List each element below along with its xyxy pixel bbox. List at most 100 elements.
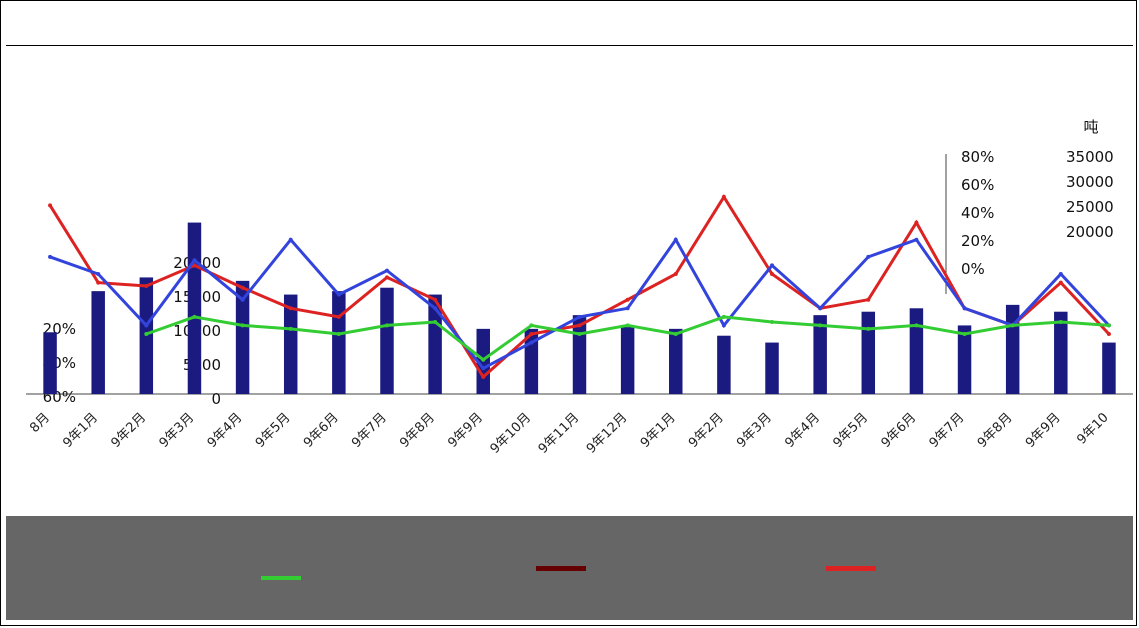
bar <box>813 315 827 394</box>
series-point <box>481 357 486 362</box>
series-point <box>192 263 197 268</box>
right-pct-tick-label: 60% <box>961 176 994 194</box>
series-point <box>914 220 919 225</box>
series-point <box>433 320 438 324</box>
right-pct-tick-label: 40% <box>961 204 994 222</box>
series-point <box>240 297 245 302</box>
series-point <box>866 254 871 259</box>
legend-swatch-green <box>261 576 301 580</box>
series-point <box>818 306 823 311</box>
bar <box>187 222 202 394</box>
bar <box>91 291 105 394</box>
series-point <box>577 332 582 336</box>
right-pct-tick-label: 20% <box>961 232 994 250</box>
series-point <box>529 340 534 345</box>
bar <box>861 311 876 394</box>
series-point <box>384 275 389 280</box>
series-point <box>1058 320 1063 324</box>
series-point <box>529 323 534 328</box>
series-point <box>1058 280 1063 285</box>
series-point <box>721 323 726 328</box>
header-bar <box>6 4 1133 46</box>
bar <box>909 308 924 394</box>
series-point <box>770 263 775 268</box>
series-point <box>818 323 823 328</box>
series-point <box>96 272 101 276</box>
series-point <box>240 285 245 290</box>
series-point <box>288 237 293 242</box>
left-value-tick-label: 0 <box>211 390 221 408</box>
right-value-ticks: 35000 30000 25000 20000 <box>1066 148 1114 241</box>
series-point <box>48 203 53 208</box>
series-point <box>1106 323 1111 328</box>
series-point <box>481 374 486 379</box>
series-point <box>433 297 438 302</box>
series-point <box>577 323 582 328</box>
series-point <box>673 332 678 336</box>
series-point <box>673 237 678 242</box>
right-value-tick-label: 25000 <box>1066 198 1114 216</box>
bar <box>428 294 442 394</box>
bar <box>1102 342 1116 394</box>
chart: 吨 80% 60% 40% 20% 0% 35000 30000 25000 20000 20… <box>6 46 1133 620</box>
bar <box>957 325 972 394</box>
right-value-tick-label: 35000 <box>1066 148 1114 166</box>
series-point <box>673 272 678 276</box>
bar <box>283 294 298 394</box>
series-point <box>770 320 775 324</box>
right-value-tick-label: 30000 <box>1066 173 1114 191</box>
bar <box>235 280 250 394</box>
series-point <box>625 323 630 328</box>
legend-band <box>6 516 1133 620</box>
series-point <box>914 237 919 242</box>
bar <box>765 342 779 394</box>
series-point <box>625 297 630 302</box>
bars-layer <box>43 222 1116 394</box>
right-pct-ticks: 80% 60% 40% 20% 0% <box>961 148 994 278</box>
series-point <box>288 306 293 311</box>
legend-swatch-red <box>826 566 876 571</box>
bar <box>1054 311 1068 394</box>
bar <box>43 332 57 394</box>
series-point <box>962 306 967 311</box>
bar <box>620 325 635 394</box>
series-point <box>48 254 53 259</box>
series-point <box>144 284 149 288</box>
series-point <box>96 280 101 285</box>
series-point <box>962 332 967 336</box>
bar <box>717 335 731 394</box>
series-point <box>721 194 726 199</box>
series-point <box>336 314 341 319</box>
series-point <box>144 332 149 336</box>
series-point <box>336 292 341 297</box>
bar <box>380 287 394 394</box>
series-point <box>192 258 197 263</box>
series-point <box>1058 272 1063 276</box>
series-point <box>240 323 245 328</box>
series-point <box>625 306 630 311</box>
series-point <box>866 326 871 331</box>
series-point <box>770 272 775 276</box>
series-point <box>866 297 871 302</box>
series-point <box>577 314 582 319</box>
lines-layer <box>48 194 1111 380</box>
series-point <box>384 323 389 328</box>
y-unit-label: 吨 <box>1083 118 1098 136</box>
series-point <box>433 306 438 311</box>
series-point <box>1106 332 1111 336</box>
bar <box>332 291 346 394</box>
series-point <box>914 323 919 328</box>
legend-swatch-dark-red <box>536 566 586 571</box>
series-point <box>192 314 197 319</box>
series-point <box>529 332 534 336</box>
series-point <box>288 326 293 331</box>
series-point <box>384 268 389 273</box>
right-pct-tick-label: 0% <box>961 260 985 278</box>
series-point <box>721 314 726 319</box>
right-value-tick-label: 20000 <box>1066 223 1114 241</box>
series-point <box>1010 323 1015 328</box>
bar <box>669 328 683 394</box>
right-pct-tick-label: 80% <box>961 148 994 166</box>
series-point <box>144 323 149 328</box>
